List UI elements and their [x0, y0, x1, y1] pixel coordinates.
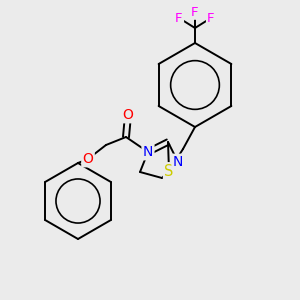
Text: S: S	[164, 164, 174, 178]
Text: N: N	[173, 155, 183, 169]
Text: F: F	[207, 11, 215, 25]
Text: F: F	[191, 5, 199, 19]
Text: F: F	[175, 11, 183, 25]
Text: O: O	[123, 108, 134, 122]
Text: O: O	[82, 152, 93, 166]
Text: N: N	[143, 145, 153, 159]
